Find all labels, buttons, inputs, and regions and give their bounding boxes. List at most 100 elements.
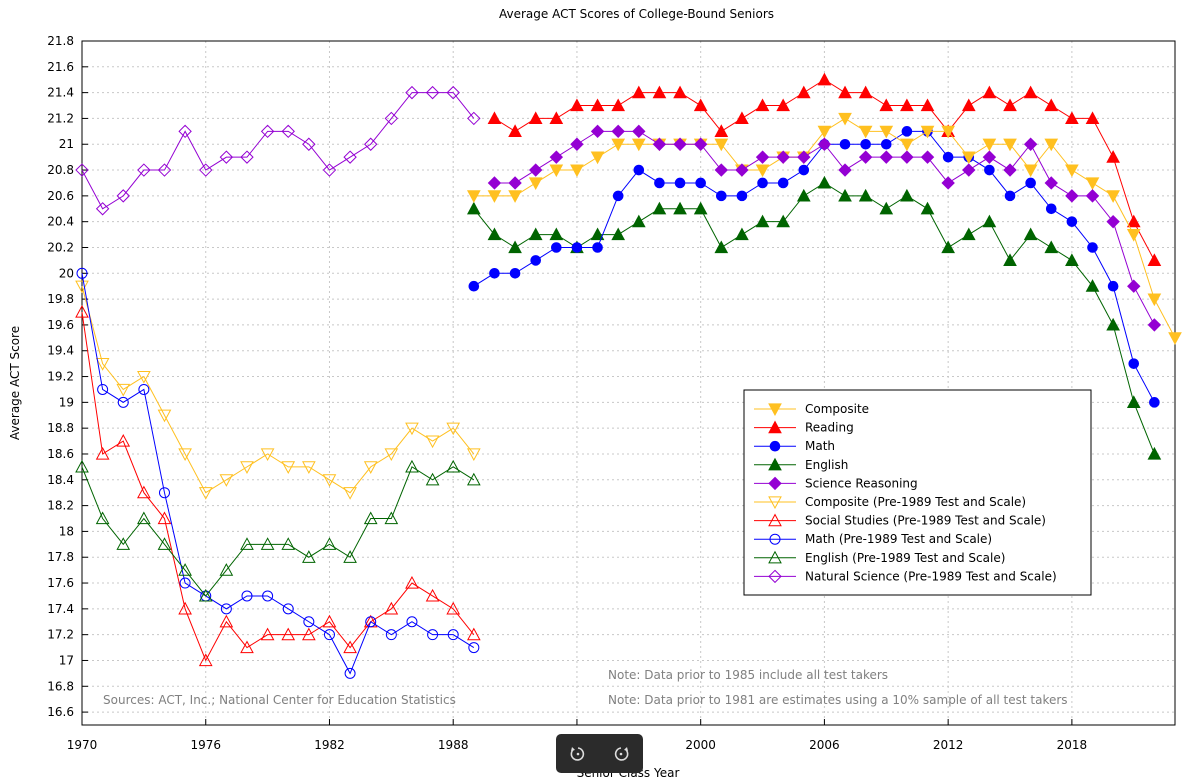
data-point	[941, 176, 955, 190]
y-tick-label: 17.4	[47, 602, 74, 616]
data-point	[549, 227, 564, 241]
series-reading	[487, 72, 1162, 266]
data-point	[447, 629, 459, 641]
data-point	[1065, 189, 1079, 203]
data-point	[1085, 177, 1100, 191]
data-point	[673, 201, 687, 215]
data-point	[1023, 137, 1038, 151]
data-point	[817, 175, 832, 189]
data-point	[446, 459, 461, 473]
series-composite	[466, 112, 1182, 345]
data-point	[982, 150, 997, 164]
data-point	[880, 138, 892, 150]
data-point	[549, 150, 564, 164]
data-point	[446, 601, 461, 615]
data-point	[858, 125, 873, 139]
data-point	[654, 177, 665, 189]
data-point	[1147, 253, 1162, 266]
series-line	[81, 92, 475, 210]
x-tick-label: 1988	[438, 738, 469, 752]
series-natural-science-pre-1989-test-and-scale	[75, 85, 481, 216]
legend-label: Math	[805, 439, 835, 453]
y-tick-label: 21.6	[47, 60, 74, 74]
data-point	[776, 214, 791, 228]
data-point	[920, 150, 935, 164]
data-point	[262, 590, 274, 602]
data-point	[631, 85, 646, 99]
data-point	[1044, 240, 1059, 254]
y-axis-label: Average ACT Score	[8, 326, 22, 440]
legend-marker	[768, 550, 782, 564]
data-point	[385, 629, 397, 641]
y-tick-label: 21.8	[47, 34, 74, 48]
legend-label: Social Studies (Pre-1989 Test and Scale)	[805, 514, 1046, 528]
data-point	[1085, 279, 1100, 292]
data-point	[796, 188, 811, 202]
data-point	[817, 137, 832, 151]
data-point	[570, 164, 584, 178]
rotate-cw-icon[interactable]	[609, 742, 633, 766]
data-point	[405, 575, 419, 589]
data-point	[116, 434, 131, 447]
data-point	[797, 150, 811, 164]
data-point	[303, 616, 315, 628]
data-point	[322, 163, 337, 177]
series-line	[81, 466, 475, 597]
y-tick-label: 20.2	[47, 240, 74, 254]
data-point	[1023, 227, 1038, 241]
data-point	[590, 227, 605, 241]
data-point	[982, 214, 997, 228]
data-point	[755, 98, 770, 112]
data-point	[425, 85, 440, 100]
data-point	[343, 550, 357, 563]
data-point	[879, 98, 894, 112]
data-point	[612, 190, 624, 202]
data-point	[468, 280, 480, 292]
data-point	[900, 188, 914, 202]
data-point	[240, 537, 254, 550]
data-point	[879, 150, 893, 164]
data-point	[1106, 214, 1120, 229]
y-tick-label: 18.4	[47, 473, 74, 487]
series-line	[81, 311, 475, 662]
data-point	[714, 138, 729, 152]
legend-marker	[768, 513, 782, 527]
legend-label: Math (Pre-1989 Test and Scale)	[805, 532, 992, 546]
data-point	[468, 642, 480, 654]
data-point	[322, 474, 337, 487]
y-tick-label: 21.2	[47, 111, 74, 125]
data-point	[817, 125, 832, 139]
legend: Composite Reading Math English Science Reaso…	[743, 389, 1092, 596]
data-point	[1003, 98, 1017, 112]
data-point	[735, 227, 749, 241]
data-point	[363, 511, 378, 525]
data-point	[817, 72, 832, 86]
data-point	[920, 201, 935, 215]
legend-item: Reading	[754, 420, 854, 435]
data-point	[95, 511, 110, 525]
data-point	[900, 98, 914, 112]
data-point	[487, 190, 502, 203]
data-point	[446, 85, 460, 100]
legend-marker	[769, 440, 781, 452]
data-point	[508, 240, 522, 254]
data-point	[405, 422, 419, 436]
data-point	[302, 137, 316, 151]
data-point	[425, 435, 440, 449]
y-tick-label: 17.6	[47, 576, 74, 590]
y-tick-label: 21.4	[47, 86, 74, 100]
data-point	[590, 151, 605, 165]
rotate-ccw-icon[interactable]	[566, 742, 590, 766]
data-point	[260, 627, 275, 641]
data-point	[714, 240, 729, 254]
data-point	[302, 550, 316, 563]
data-point	[199, 163, 213, 177]
data-point	[673, 137, 687, 151]
data-point	[75, 280, 89, 294]
data-point	[281, 537, 296, 550]
data-point	[178, 563, 192, 576]
data-point	[920, 98, 935, 112]
data-point	[611, 227, 626, 241]
data-point	[776, 98, 791, 112]
data-point	[755, 150, 770, 164]
